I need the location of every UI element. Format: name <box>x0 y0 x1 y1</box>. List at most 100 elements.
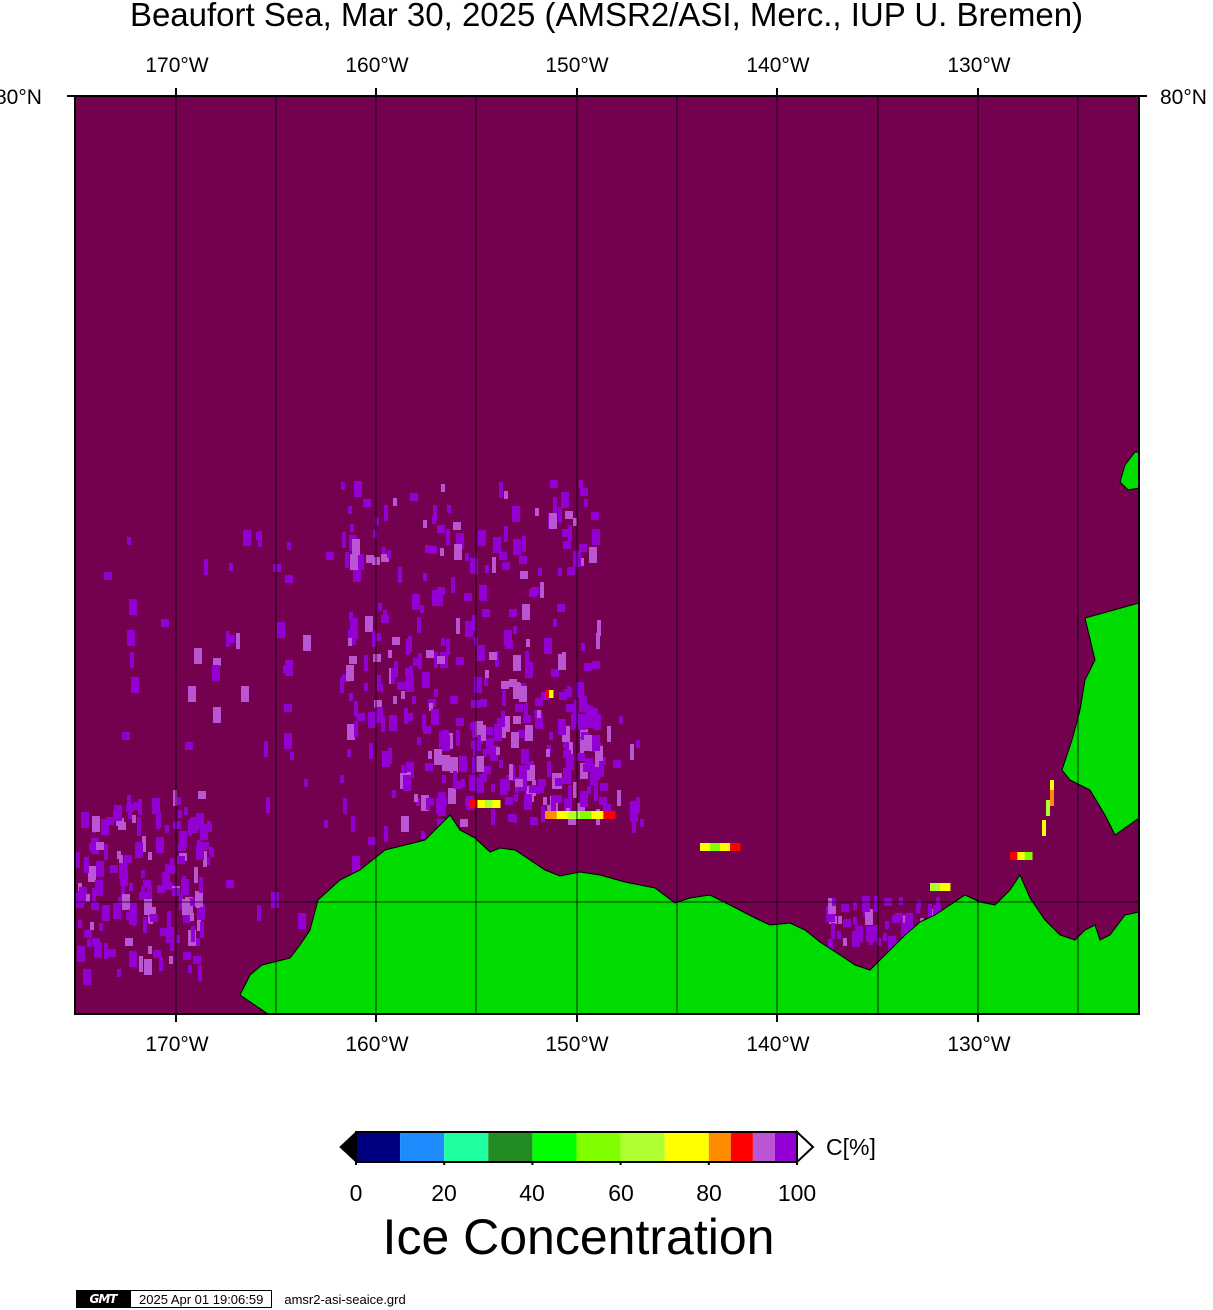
lead-cell <box>549 690 554 698</box>
ice-cell <box>519 765 527 781</box>
colorbar-graphic <box>339 1129 815 1167</box>
ice-cell <box>264 741 268 757</box>
ice-cell <box>594 785 598 801</box>
colorbar-tick-80: 80 <box>696 1180 722 1206</box>
ice-cell <box>838 916 842 924</box>
ice-cell <box>437 656 445 664</box>
ice-cell <box>432 516 436 524</box>
ice-cell <box>484 678 488 686</box>
ice-cell <box>167 911 171 927</box>
ice-cell <box>144 960 152 968</box>
ice-cell <box>482 609 490 617</box>
ice-cell <box>493 537 501 553</box>
ice-cell <box>508 814 516 822</box>
ice-cell <box>388 748 392 764</box>
colorbar-tick-20: 20 <box>431 1180 457 1206</box>
ice-cell <box>131 677 139 693</box>
ice-cell <box>381 554 389 562</box>
colorbar-bin-9 <box>730 1132 753 1162</box>
ice-cell <box>195 891 203 907</box>
ice-cell <box>874 925 878 933</box>
ice-cell <box>422 714 426 730</box>
ice-cell <box>916 905 920 913</box>
ice-cell <box>384 826 388 842</box>
ice-cell <box>256 532 260 540</box>
ice-cell <box>448 788 456 804</box>
ice-cell <box>137 817 141 833</box>
ice-cell <box>152 907 156 915</box>
lon-label-bottom-130w: 130°W <box>947 1033 1011 1056</box>
ice-cell <box>865 909 873 925</box>
ice-cell <box>148 946 152 954</box>
ice-cell <box>442 775 446 783</box>
ice-cell <box>502 690 506 706</box>
ice-cell <box>377 675 381 691</box>
colorbar-bin-10 <box>752 1132 775 1162</box>
ice-cell <box>150 914 158 922</box>
lead-cell <box>1050 790 1054 806</box>
ice-cell <box>197 915 201 931</box>
ice-cell <box>504 526 508 542</box>
ice-cell <box>538 779 546 787</box>
ice-cell <box>373 530 377 538</box>
ice-cell <box>888 936 896 952</box>
ice-cell <box>843 938 847 946</box>
ice-cell <box>558 654 566 670</box>
ice-cell <box>421 795 429 811</box>
lead-cell <box>568 811 581 819</box>
ice-cell <box>405 668 409 676</box>
lead-cell <box>477 800 486 808</box>
colorbar-unit: C[%] <box>826 1134 876 1160</box>
ice-cell <box>91 902 99 910</box>
ice-cell <box>303 635 311 651</box>
ice-cell <box>431 709 439 725</box>
ice-cell <box>509 609 517 617</box>
lead-cell <box>545 811 558 819</box>
ice-cell <box>117 851 121 859</box>
ice-cell <box>78 920 82 928</box>
colorbar-bin-7 <box>664 1132 709 1162</box>
ice-cell <box>381 615 389 623</box>
lat-label-right-80n: 80°N <box>1160 86 1207 109</box>
ice-cell <box>354 721 358 737</box>
ice-cell <box>584 735 592 751</box>
ice-cell <box>866 926 870 942</box>
lon-label-bottom-170w: 170°W <box>145 1033 209 1056</box>
ice-cell <box>489 652 497 660</box>
ice-cell <box>186 915 190 923</box>
ice-cell <box>499 760 503 768</box>
gmt-footer: GMT 2025 Apr 01 19:06:59 amsr2-asi-seaic… <box>76 1290 406 1308</box>
ice-cell <box>213 658 221 666</box>
ice-cell <box>472 615 476 631</box>
ice-cell <box>479 774 487 782</box>
ice-cell <box>568 525 572 541</box>
ice-cell <box>177 856 185 864</box>
ice-cell <box>162 872 170 888</box>
ice-cell <box>521 756 529 764</box>
ice-cell <box>91 838 99 854</box>
ice-cell <box>434 652 438 668</box>
ice-cell <box>352 629 356 645</box>
ice-cell <box>392 790 396 798</box>
ice-cell <box>426 650 434 658</box>
ice-cell <box>352 539 360 555</box>
ice-cell <box>159 963 163 971</box>
ice-cell <box>551 669 559 677</box>
ice-cell <box>130 652 134 668</box>
lead-cell <box>700 843 711 851</box>
ice-cell <box>599 797 607 805</box>
ice-cell <box>392 637 400 645</box>
ice-cell <box>479 699 487 707</box>
ice-cell <box>403 775 411 791</box>
ice-cell <box>525 725 533 741</box>
ice-cell <box>356 554 364 570</box>
ice-cell <box>843 919 851 927</box>
ice-cell <box>471 700 479 708</box>
lead-cell <box>1024 852 1033 860</box>
ice-cell <box>586 712 594 728</box>
ice-cell <box>552 773 556 789</box>
ice-cell <box>450 696 458 704</box>
ice-cell <box>442 735 450 751</box>
ice-cell <box>853 902 857 910</box>
ice-cell <box>483 749 487 757</box>
